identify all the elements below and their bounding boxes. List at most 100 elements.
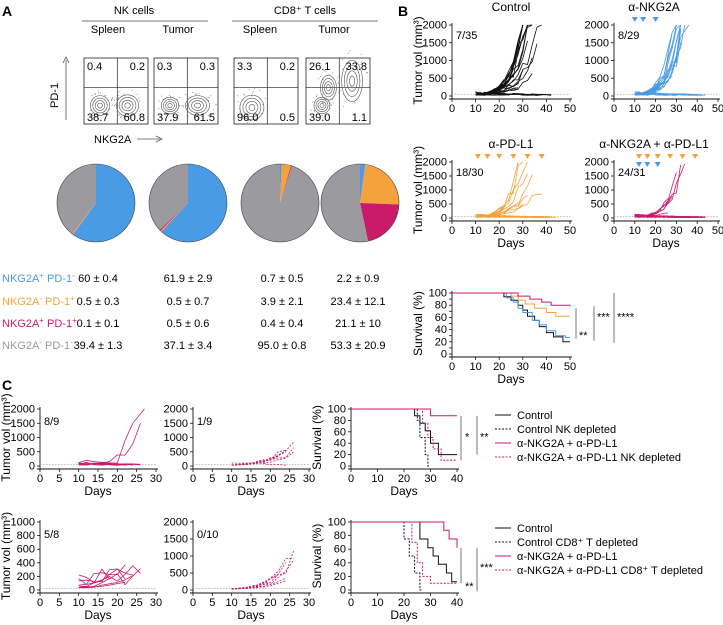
- survival-curve: [351, 521, 457, 584]
- tumor-growth-curve: [475, 161, 524, 218]
- contour-line: [346, 70, 358, 92]
- survival-curve: [452, 292, 570, 338]
- pie-outline: [320, 163, 400, 243]
- dosing-arrow: [644, 162, 651, 167]
- event-dot: [345, 96, 347, 98]
- event-dot: [313, 110, 315, 112]
- pie-slice: [360, 164, 366, 203]
- event-dot: [321, 115, 323, 117]
- population-value: 0.7 ± 0.5: [261, 273, 304, 285]
- event-dot: [324, 70, 326, 72]
- y-axis-label: Tumor vol (mm³): [0, 512, 13, 600]
- chart-3: 0 500 1000 1500 2000 0 10 20 30 40 50 Days α-NKG2A +…: [585, 137, 723, 250]
- event-dot: [319, 115, 321, 117]
- population-label: NKG2A- PD-1+: [2, 294, 75, 308]
- x-tick-label: 20: [398, 597, 410, 609]
- event-dot: [266, 114, 268, 116]
- x-axis-label: Days: [84, 484, 111, 498]
- y-tick-label: 2000: [11, 404, 35, 416]
- event-dot: [194, 93, 196, 95]
- event-dot: [182, 105, 184, 107]
- contour-line: [124, 102, 131, 109]
- event-dot: [120, 116, 122, 118]
- population-value: 23.4 ± 12.1: [331, 296, 386, 308]
- y-tick-label: 0: [340, 585, 346, 597]
- population-label: NKG2A+ PD-1-: [2, 271, 75, 285]
- population-value: 0.5 ± 0.6: [167, 318, 210, 330]
- event-dot: [163, 98, 165, 100]
- legend-label: α-NKG2A + α-PD-L1: [517, 438, 617, 450]
- y-tick-label: 60: [435, 312, 447, 324]
- x-axis-label: Days: [390, 608, 417, 622]
- event-dot: [238, 108, 240, 110]
- contour-line: [343, 65, 361, 97]
- y-tick-label: 0: [182, 585, 188, 597]
- population-label: NKG2A+ PD-1+: [2, 316, 77, 330]
- panel-label-a: A: [2, 3, 12, 19]
- y-tick-label: 500: [17, 446, 35, 458]
- x-tick-label: 0: [190, 597, 196, 609]
- contour-line: [116, 94, 140, 117]
- x-axis-label: Days: [497, 236, 524, 250]
- contour-line: [160, 96, 180, 115]
- contour-line: [317, 101, 327, 110]
- event-dot: [103, 95, 105, 97]
- population-value: 37.1 ± 3.4: [164, 340, 213, 352]
- x-tick-label: 20: [649, 225, 661, 237]
- event-dot: [346, 57, 348, 59]
- x-tick-label: 30: [517, 361, 529, 373]
- y-tick-label: 1500: [423, 37, 447, 49]
- y-tick-label: 500: [591, 73, 609, 85]
- x-tick-label: 0: [449, 225, 455, 237]
- dosing-arrow: [635, 162, 642, 167]
- tumor-growth-curve: [231, 582, 271, 590]
- event-dot: [174, 116, 176, 118]
- quadrant-lr: 61.5: [194, 112, 215, 124]
- y-axis-label: Tumor vol (mm³): [0, 393, 13, 481]
- tumor-growth-curve: [231, 580, 286, 590]
- event-dot: [265, 97, 267, 99]
- event-dot: [337, 76, 339, 78]
- contour-line: [326, 84, 331, 92]
- response-ratio: 0/10: [197, 529, 218, 541]
- legend-label: Control NK depleted: [517, 424, 616, 436]
- panel-label-b: B: [398, 3, 408, 19]
- legend-label: α-NKG2A + α-PD-L1 NK depleted: [517, 452, 681, 464]
- population-value: 21.1 ± 10: [335, 318, 381, 330]
- pie-slice: [56, 164, 96, 234]
- event-dot: [116, 110, 118, 112]
- chart-5: 0 500 1000 1500 2000 0 5 10 15 20 25 30 Days Tumor vo…: [0, 393, 162, 498]
- contour-line: [121, 99, 134, 112]
- event-dot: [365, 72, 367, 74]
- event-dot: [261, 113, 263, 115]
- y-axis-label: Tumor vol (mm³): [411, 146, 425, 234]
- event-dot: [170, 95, 172, 97]
- dosing-arrow: [484, 154, 491, 159]
- event-dot: [337, 82, 339, 84]
- pie-1: [148, 163, 228, 243]
- x-tick-label: 20: [111, 473, 123, 485]
- x-tick-label: 10: [73, 473, 85, 485]
- y-axis-label: Survival (%): [310, 524, 324, 589]
- contour-line: [94, 100, 106, 111]
- flow-plots: 0.4 0.2 38.7 60.8 0.3 0.3 37.9 61.5 3.3 0.2 96.0 0.…: [83, 50, 371, 125]
- event-dot: [246, 122, 248, 124]
- population-value: 60 ± 0.4: [78, 273, 118, 285]
- event-dot: [195, 93, 197, 95]
- event-dot: [111, 97, 113, 99]
- event-dot: [187, 115, 189, 117]
- event-dot: [331, 104, 333, 106]
- event-dot: [168, 94, 170, 96]
- event-dot: [136, 94, 138, 96]
- event-dot: [168, 113, 170, 115]
- y-tick-label: 1500: [423, 171, 447, 183]
- x-tick-label: 40: [451, 473, 463, 485]
- y-tick-label: 40: [435, 324, 447, 336]
- contour-line: [188, 97, 207, 114]
- event-dot: [93, 117, 95, 119]
- event-dot: [138, 97, 140, 99]
- y-tick-label: 100: [429, 288, 447, 300]
- event-dot: [119, 116, 121, 118]
- x-tick-label: 5: [56, 473, 62, 485]
